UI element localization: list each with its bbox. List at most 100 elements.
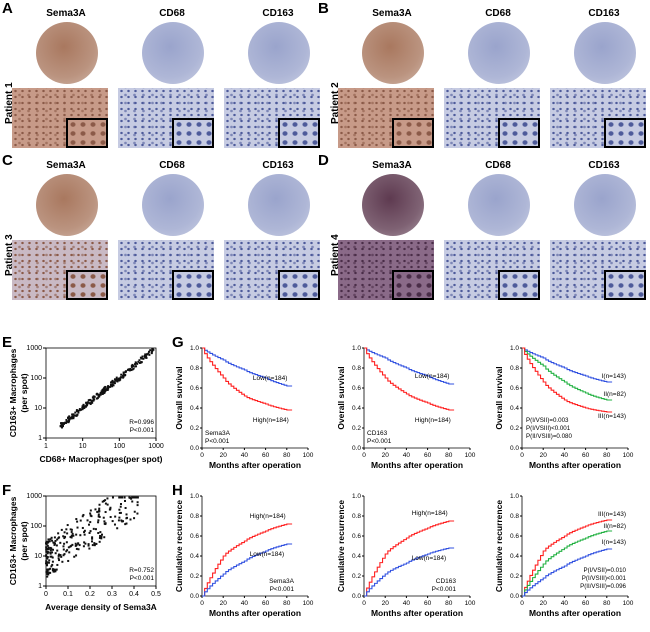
scatter-point [67, 420, 70, 423]
scatter-point [138, 359, 141, 362]
panel-label-d: D [318, 152, 329, 169]
scatter-point [114, 379, 117, 382]
scatter-point [100, 535, 103, 538]
scatter-point [140, 357, 143, 360]
scatter-point [89, 398, 92, 401]
scatter-point [101, 391, 104, 394]
scatter-point [53, 570, 56, 573]
scatter-point [91, 540, 94, 543]
scatter-point [83, 407, 86, 410]
scatter-point [134, 365, 137, 368]
scatter-point [61, 560, 64, 563]
scatter-point [124, 523, 127, 526]
stain-label: CD68 [485, 160, 511, 171]
scatter-point [104, 511, 107, 514]
scatter-point [85, 404, 88, 407]
scatter-point [54, 552, 57, 555]
scatter-point [45, 550, 48, 553]
scatter-point [136, 501, 139, 504]
y-tick-label: 0.4 [352, 553, 361, 560]
y-tick-label: 0.4 [190, 553, 199, 560]
tissue-core [36, 174, 98, 236]
scatter-point [70, 536, 73, 539]
y-axis-label: CD163+ Macrophages [8, 348, 18, 437]
y-tick-label: 1.0 [352, 493, 361, 500]
series-label: High(n=184) [415, 417, 451, 424]
scatter-point [77, 548, 80, 551]
scatter-point [103, 389, 106, 392]
y-axis-label: (per spot) [19, 373, 29, 412]
series-label: Low(n=184) [412, 555, 447, 562]
scatter-point [102, 516, 105, 519]
scatter-point [73, 414, 76, 417]
scatter-point [78, 409, 81, 412]
y-tick-label: 0.6 [352, 385, 361, 392]
scatter-point [151, 349, 154, 352]
scatter-point [91, 544, 94, 547]
y-tick-label: 1.0 [190, 493, 199, 500]
scatter-point [70, 534, 73, 537]
scatter-point [60, 422, 63, 425]
scatter-point [122, 375, 125, 378]
scatter-point [45, 571, 48, 574]
scatter-point [107, 387, 110, 390]
y-tick-label: 0.6 [190, 533, 199, 540]
scatter-point [47, 572, 50, 575]
scatter-point [98, 536, 101, 539]
x-tick-label: 60 [424, 452, 432, 459]
scatter-point [109, 383, 112, 386]
scatter-point [151, 348, 154, 351]
y-tick-label: 10 [34, 405, 42, 412]
scatter-point [87, 543, 90, 546]
scatter-point [67, 559, 70, 562]
scatter-point [69, 536, 72, 539]
stain-label: CD68 [159, 160, 185, 171]
scatter-point [148, 353, 151, 356]
scatter-point [94, 508, 97, 511]
panel-label-g: G [172, 334, 184, 351]
scatter-point [47, 546, 50, 549]
stain-label: CD163 [262, 160, 294, 171]
scatter-point [53, 541, 56, 544]
scatter-point [91, 399, 94, 402]
scatter-point [134, 363, 137, 366]
y-tick-label: 0.8 [510, 513, 519, 520]
scatter-point [51, 556, 54, 559]
scatter-point [97, 393, 100, 396]
scatter-point [95, 397, 98, 400]
scatter-point [56, 563, 59, 566]
scatter-point [144, 354, 147, 357]
series-label: High(n=184) [412, 510, 448, 517]
scatter-point [101, 390, 104, 393]
y-tick-label: 1000 [26, 345, 42, 352]
scatter-point [89, 530, 92, 533]
x-tick-label: 0 [44, 591, 48, 598]
y-axis-label: CD163+ Macrophages [8, 496, 18, 585]
scatter-point [48, 571, 51, 574]
scatter-point [49, 571, 52, 574]
x-tick-label: 40 [403, 452, 411, 459]
p-value: P<0.001 [432, 586, 457, 593]
scatter-point [67, 546, 70, 549]
scatter-point [134, 496, 137, 499]
scatter-point [97, 510, 100, 513]
scatter-point [51, 548, 54, 551]
scatter-point [61, 425, 64, 428]
y-tick-label: 0.2 [352, 573, 361, 580]
x-tick-label: 80 [283, 600, 291, 607]
x-tick-label: 40 [241, 452, 249, 459]
scatter-point [63, 553, 66, 556]
y-tick-label: 1.0 [190, 345, 199, 352]
y-tick-label: 0.8 [352, 513, 361, 520]
x-tick-label: 80 [283, 452, 291, 459]
x-tick-label: 100 [465, 600, 476, 607]
scatter-point [55, 544, 58, 547]
scatter-point [60, 528, 63, 531]
scatter-point [88, 402, 91, 405]
scatter-f: 0 0.1 0.2 0.3 0.4 0.5 1 10 100 1000 R=0.752P<0.001… [8, 493, 161, 612]
scatter-point [116, 380, 119, 383]
scatter-point [115, 376, 118, 379]
km-series-line [202, 523, 293, 597]
scatter-point [59, 541, 62, 544]
